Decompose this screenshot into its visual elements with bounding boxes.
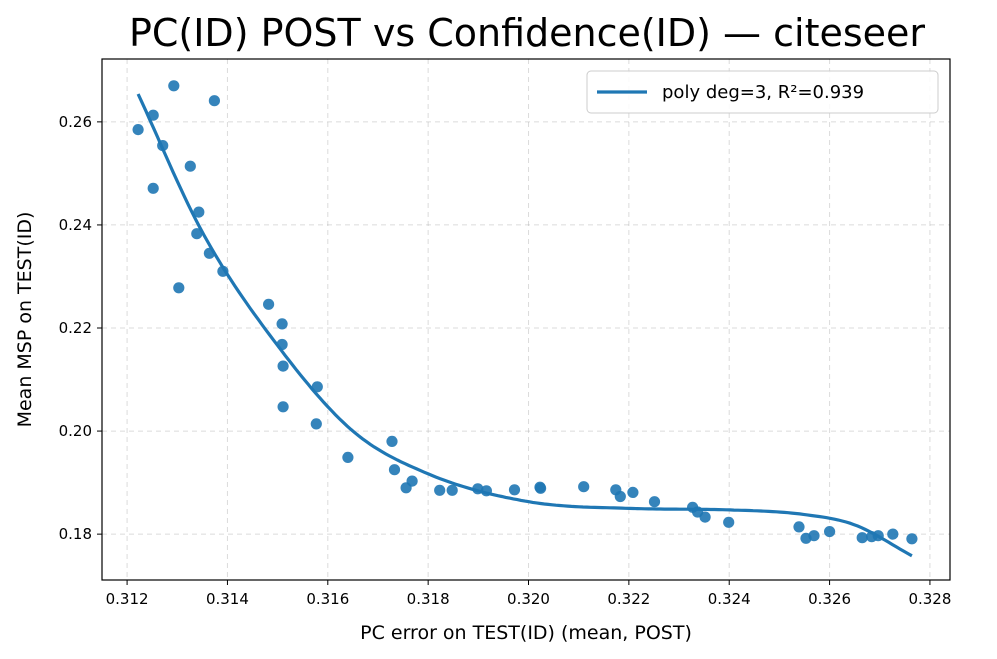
data-point — [535, 482, 547, 494]
data-point — [824, 526, 836, 538]
y-tick-label: 0.26 — [59, 113, 92, 131]
grid — [102, 59, 950, 580]
y-tick-label: 0.24 — [59, 216, 92, 234]
data-point — [648, 496, 661, 508]
data-point — [578, 481, 590, 493]
chart-title: PC(ID) POST vs Confidence(ID) — citeseer — [129, 11, 925, 55]
x-tick-label: 0.318 — [407, 590, 450, 608]
y-tick-label: 0.22 — [59, 319, 92, 337]
x-axis: 0.312 0.314 0.316 0.318 0.320 0.322 0.324 0.326… — [106, 580, 951, 608]
data-point — [508, 484, 521, 496]
y-tick-label: 0.20 — [59, 422, 92, 440]
x-tick-label: 0.316 — [306, 590, 349, 608]
x-tick-label: 0.314 — [206, 590, 249, 608]
data-point — [193, 206, 205, 218]
data-point — [208, 95, 220, 107]
data-point — [191, 228, 203, 240]
fit-line — [136, 93, 913, 558]
x-tick-label: 0.324 — [708, 590, 751, 608]
data-point — [173, 282, 185, 294]
x-tick-label: 0.320 — [507, 590, 550, 608]
y-axis-label: Mean MSP on TEST(ID) — [14, 212, 36, 428]
x-tick-label: 0.322 — [607, 590, 650, 608]
data-point — [147, 182, 159, 194]
x-tick-label: 0.312 — [106, 590, 149, 608]
data-point — [906, 533, 918, 545]
data-point — [184, 160, 196, 172]
plot-frame — [101, 58, 951, 581]
data-point — [446, 484, 458, 496]
data-point — [277, 360, 289, 372]
data-point — [856, 532, 868, 544]
data-point — [887, 528, 899, 540]
data-point — [310, 418, 322, 430]
data-point — [263, 298, 275, 310]
data-point — [627, 486, 639, 498]
legend-label: poly deg=3, R²=0.939 — [662, 82, 864, 103]
x-axis-label: PC error on TEST(ID) (mean, POST) — [360, 622, 692, 644]
y-tick-label: 0.18 — [59, 525, 92, 543]
data-point — [276, 318, 288, 330]
data-point — [168, 80, 180, 92]
data-point — [132, 124, 144, 136]
data-point — [723, 516, 735, 528]
data-point — [342, 451, 354, 463]
scatter-points — [132, 80, 918, 545]
data-point — [793, 521, 805, 533]
data-point — [699, 511, 711, 523]
data-point — [808, 530, 820, 542]
data-point — [386, 435, 398, 447]
legend-box — [586, 70, 939, 114]
y-axis: 0.18 0.20 0.22 0.24 0.26 — [59, 113, 102, 543]
data-point — [388, 464, 401, 476]
data-point — [614, 490, 626, 503]
legend: poly deg=3, R²=0.939 — [586, 70, 939, 114]
x-tick-label: 0.326 — [808, 590, 851, 608]
x-tick-label: 0.328 — [908, 590, 951, 608]
data-point — [434, 484, 446, 496]
data-point — [406, 475, 418, 487]
data-point — [277, 401, 289, 413]
